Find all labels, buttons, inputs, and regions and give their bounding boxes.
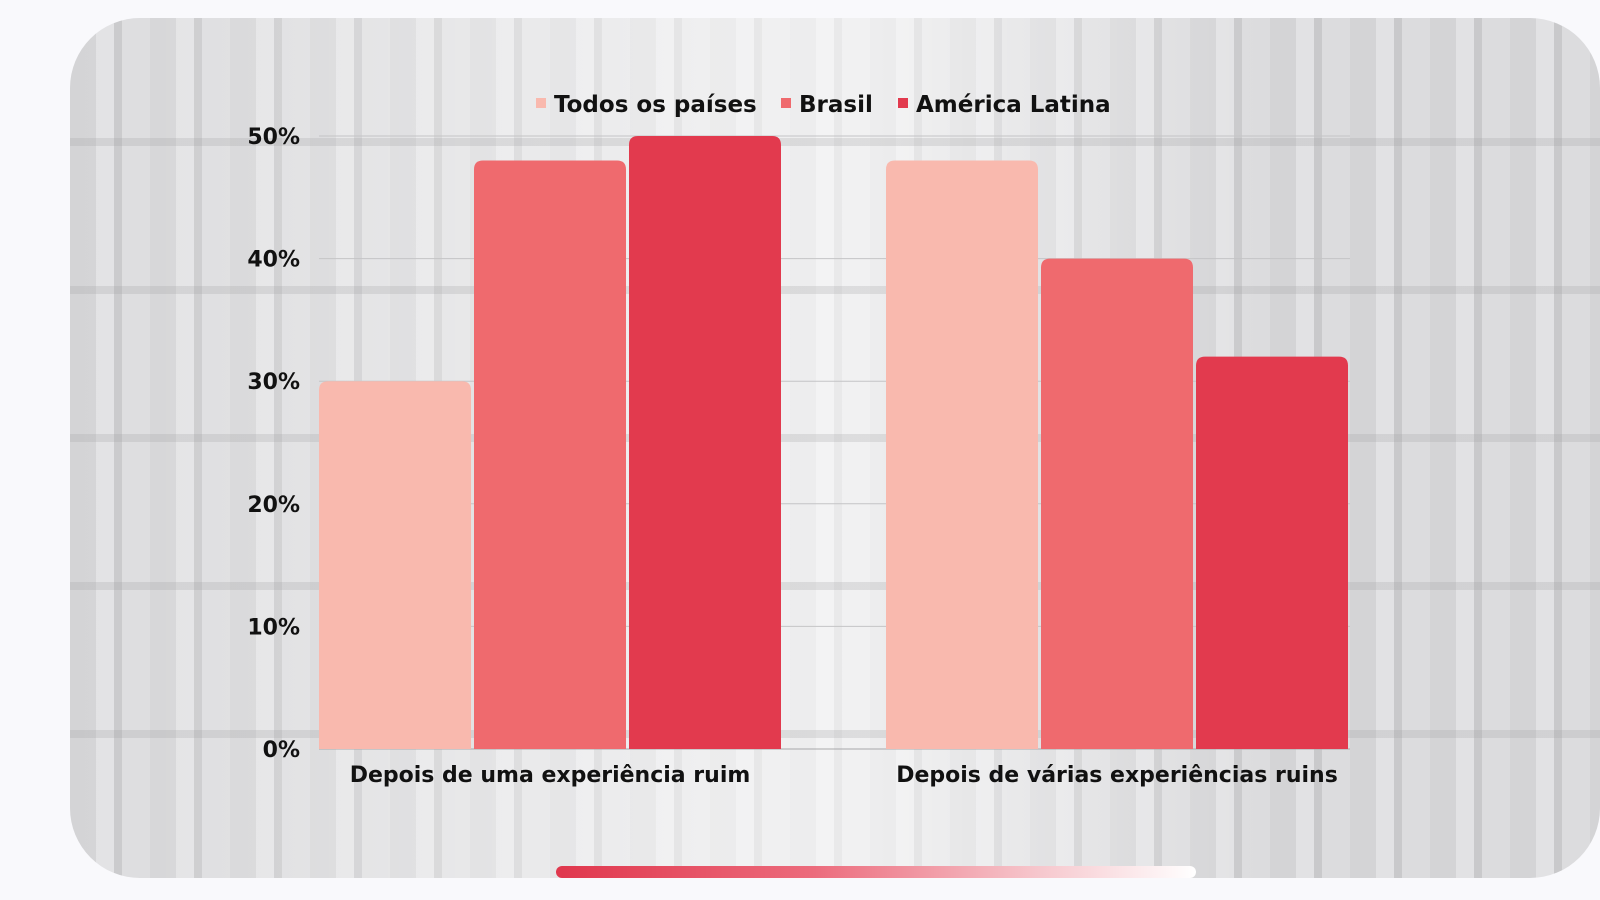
legend-label: Todos os países [554, 92, 757, 118]
legend-swatch [536, 98, 546, 108]
y-axis-ticks: 0% 10% 20% 30% 40% 50% [247, 125, 300, 763]
legend-label: América Latina [916, 92, 1111, 118]
x-category-label: Depois de várias experiências ruins [896, 763, 1338, 788]
x-axis-categories: Depois de uma experiência ruim Depois de … [350, 763, 1338, 788]
bar [629, 136, 781, 749]
legend: Todos os países Brasil América Latina [536, 92, 1111, 118]
bar [886, 160, 1038, 749]
legend-swatch [781, 98, 791, 108]
horizontal-scrollbar[interactable] [556, 866, 1196, 878]
y-tick-label: 20% [247, 493, 300, 518]
bar [1041, 258, 1193, 749]
bar [1196, 356, 1348, 749]
grid-lines [319, 135, 1350, 750]
legend-label: Brasil [799, 92, 873, 118]
bar [319, 381, 471, 749]
y-tick-label: 50% [247, 125, 300, 150]
legend-swatch [898, 98, 908, 108]
y-tick-label: 40% [247, 248, 300, 273]
y-tick-label: 10% [247, 615, 300, 640]
y-tick-label: 0% [263, 738, 300, 763]
y-tick-label: 30% [247, 370, 300, 395]
x-category-label: Depois de uma experiência ruim [350, 763, 751, 788]
bars [319, 136, 1348, 749]
bar [474, 160, 626, 749]
